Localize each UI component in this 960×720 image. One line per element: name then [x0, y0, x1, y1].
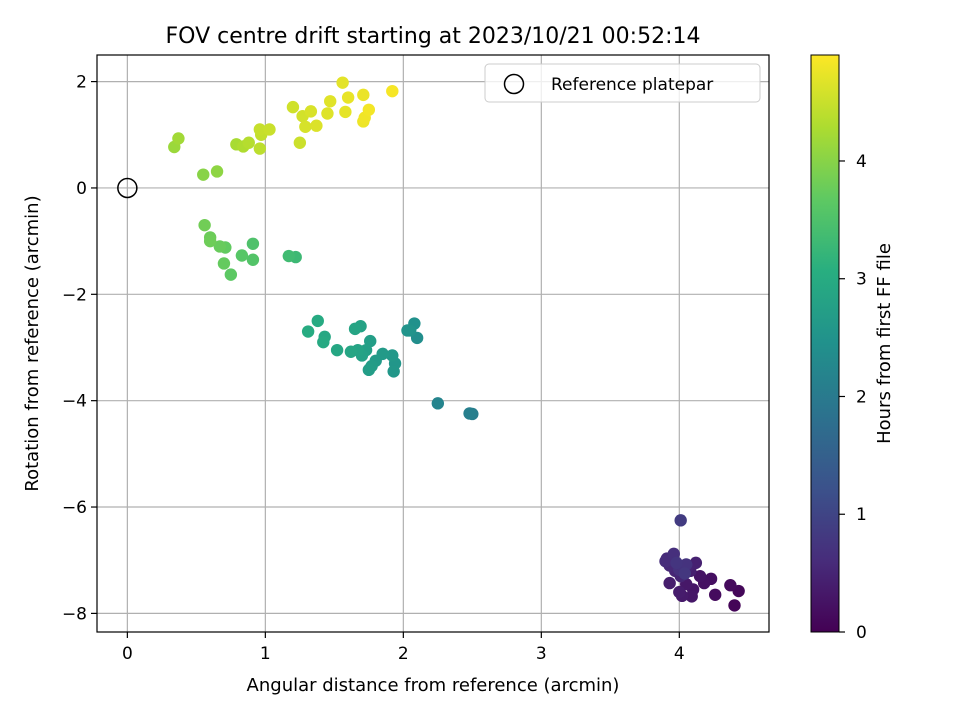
legend-marker-open-circle: [503, 73, 525, 95]
reference-platepar-marker: [117, 177, 138, 199]
scatter-point: [463, 407, 476, 420]
y-tick-label: −2: [62, 285, 87, 305]
scatter-point: [386, 84, 399, 98]
scatter-point: [293, 136, 307, 149]
scatter-point: [217, 257, 231, 270]
grid-lines: [97, 55, 769, 632]
scatter-point: [263, 123, 276, 136]
axis-ticks: 0 1 2 3 4 −8 −6 −4 −2 0 2: [62, 73, 685, 664]
x-axis-label: Angular distance from reference (arcmin): [247, 675, 620, 696]
scatter-point: [431, 397, 445, 410]
scatter-point: [317, 335, 330, 349]
x-tick-label: 4: [674, 644, 685, 664]
scatter-point: [304, 105, 318, 118]
y-tick-label: −4: [62, 392, 87, 412]
colorbar: 0 1 2 3 4 Hours from first FF file: [810, 54, 895, 643]
scatter-point: [339, 105, 352, 119]
scatter-point: [301, 325, 315, 338]
scatter-point: [678, 567, 692, 580]
colorbar-gradient: [810, 54, 840, 633]
y-axis-label: Rotation from reference (arcmin): [22, 195, 43, 491]
scatter-point: [357, 88, 370, 102]
scatter-point: [235, 249, 249, 262]
scatter-point: [401, 324, 414, 337]
scatter-point: [210, 165, 224, 178]
colorbar-ticks: 0 1 2 3 4: [839, 152, 867, 643]
scatter-point: [224, 268, 238, 281]
scatter-point: [197, 168, 210, 181]
x-tick-label: 1: [260, 644, 271, 664]
scatter-point: [253, 123, 267, 136]
scatter-point: [659, 555, 672, 568]
legend: Reference platepar: [484, 63, 761, 103]
scatter-point: [246, 237, 260, 250]
scatter-point: [724, 579, 737, 592]
scatter-point: [242, 136, 255, 149]
y-tick-label: 2: [76, 73, 87, 93]
scatter-point: [386, 349, 399, 362]
scatter-point: [341, 91, 355, 104]
colorbar-label: Hours from first FF file: [874, 243, 895, 444]
colorbar-tick-label: 4: [856, 152, 867, 172]
legend-label: Reference platepar: [551, 75, 713, 95]
x-tick-label: 3: [536, 644, 547, 664]
scatter-points: [168, 76, 745, 612]
scatter-point: [348, 322, 362, 336]
scatter-point: [282, 249, 296, 263]
x-tick-label: 0: [122, 644, 133, 664]
colorbar-tick-label: 1: [856, 505, 867, 525]
scatter-point: [330, 343, 344, 357]
scatter-point: [246, 253, 260, 266]
colorbar-tick-label: 2: [856, 387, 867, 407]
scatter-point: [344, 345, 358, 358]
y-tick-label: −8: [62, 604, 87, 624]
chart-title: FOV centre drift starting at 2023/10/21 …: [166, 24, 701, 49]
scatter-point: [674, 514, 687, 527]
scatter-point: [310, 119, 323, 132]
y-tick-label: 0: [76, 179, 87, 199]
scatter-point: [728, 599, 741, 612]
scatter-point: [213, 240, 227, 253]
scatter-point: [708, 588, 722, 601]
scatter-point: [673, 585, 686, 599]
scatter-point: [323, 95, 337, 108]
legend-box: [484, 63, 761, 103]
scatter-point: [198, 218, 211, 232]
scatter-point: [336, 76, 349, 89]
reference-marker: [117, 177, 138, 199]
colorbar-tick-label: 0: [856, 623, 867, 643]
x-tick-label: 2: [398, 644, 409, 664]
axes-frame: [96, 54, 770, 633]
scatter-point: [203, 234, 217, 248]
scatter-point: [362, 103, 376, 116]
scatter-point: [387, 365, 400, 378]
scatter-point: [362, 363, 376, 377]
scatter-point: [299, 120, 312, 133]
y-tick-label: −6: [62, 498, 87, 518]
scatter-point: [286, 100, 300, 114]
scatter-point: [693, 569, 707, 583]
scatter-point: [663, 576, 676, 590]
scatter-point: [311, 314, 324, 328]
scatter-point: [321, 107, 334, 120]
scatter-point: [172, 132, 185, 145]
scatter-point: [670, 556, 683, 570]
scatter-point: [253, 142, 267, 155]
colorbar-tick-label: 3: [856, 270, 867, 290]
scatter-point: [685, 590, 698, 603]
